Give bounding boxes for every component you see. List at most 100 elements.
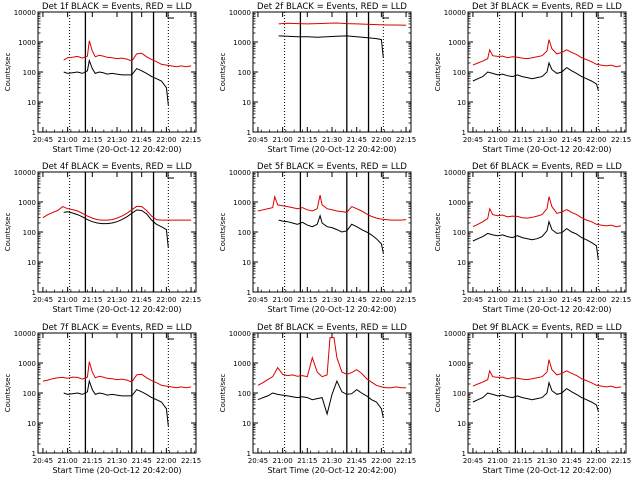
y-tick-label: 10: [457, 259, 466, 267]
plot-frame: [37, 11, 197, 133]
x-tick-label: 20:45: [248, 457, 268, 465]
x-tick-label: 21:30: [107, 136, 127, 144]
marker-lines: [284, 12, 384, 132]
x-tick-label: 21:00: [273, 457, 293, 465]
x-tick-label: 21:00: [273, 296, 293, 304]
y-tick-label: 10: [27, 259, 36, 267]
y-tick-label: 10: [457, 99, 466, 107]
plot-frame: [252, 332, 412, 454]
series-line-events: [257, 379, 384, 418]
x-tick-label: 20:45: [33, 136, 53, 144]
series-line-lld: [472, 39, 622, 68]
x-tick-label: 21:15: [297, 457, 317, 465]
series-group: [42, 205, 192, 248]
x-tick-label: 22:15: [611, 296, 631, 304]
y-tick-label: 1000: [18, 360, 36, 368]
y-tick-label: 1: [247, 450, 251, 458]
x-tick-label: 20:45: [33, 457, 53, 465]
detector-panel-2: Det 2f BLACK = Events, RED = LLD Counts/s…: [219, 2, 416, 154]
x-axis-label: Start Time (20-Oct-12 20:42:00): [267, 466, 396, 475]
x-tick-label: 21:30: [537, 457, 557, 465]
series-group: [257, 337, 407, 418]
y-axis-label: Counts/sec: [4, 374, 12, 413]
y-tick-label: 1000: [448, 199, 466, 207]
detector-panel-6: Det 6f BLACK = Events, RED = LLD Counts/s…: [434, 162, 631, 314]
x-tick-label: 22:15: [611, 136, 631, 144]
series-line-lld: [42, 205, 192, 221]
x-tick-label: 21:45: [562, 136, 582, 144]
y-tick-label: 10000: [229, 169, 251, 177]
corner-marker: [382, 333, 389, 340]
y-tick-label: 10000: [444, 9, 466, 17]
x-tick-label: 21:45: [132, 136, 152, 144]
x-axis-label: Start Time (20-Oct-12 20:42:00): [52, 305, 181, 314]
series-group: [278, 22, 407, 58]
x-tick-label: 22:15: [396, 136, 416, 144]
y-tick-label: 1000: [233, 39, 251, 47]
x-tick-label: 21:45: [132, 296, 152, 304]
detector-panel-3: Det 3f BLACK = Events, RED = LLD Counts/s…: [434, 2, 631, 154]
x-tick-label: 21:30: [322, 136, 342, 144]
marker-lines: [499, 12, 599, 132]
series-line-lld: [472, 196, 622, 228]
series-line-lld: [42, 361, 192, 389]
x-tick-label: 21:15: [297, 136, 317, 144]
corner-marker: [167, 333, 174, 340]
y-tick-label: 100: [453, 390, 466, 398]
x-tick-label: 21:00: [488, 457, 508, 465]
x-tick-label: 21:30: [107, 457, 127, 465]
series-line-lld: [257, 194, 407, 221]
plot-frame: [467, 171, 627, 293]
x-tick-label: 22:15: [181, 457, 201, 465]
x-tick-label: 21:15: [82, 296, 102, 304]
x-tick-label: 21:45: [347, 136, 367, 144]
y-tick-label: 1000: [233, 199, 251, 207]
x-tick-label: 21:15: [512, 136, 532, 144]
x-axis-label: Start Time (20-Oct-12 20:42:00): [267, 305, 396, 314]
y-tick-label: 1000: [448, 39, 466, 47]
y-tick-label: 100: [23, 390, 36, 398]
x-tick-label: 22:00: [586, 296, 606, 304]
y-tick-label: 10: [242, 420, 251, 428]
x-tick-label: 22:15: [181, 136, 201, 144]
x-axis-label: Start Time (20-Oct-12 20:42:00): [267, 145, 396, 154]
x-tick-label: 21:30: [537, 136, 557, 144]
panel-title: Det 9f BLACK = Events, RED = LLD: [472, 323, 622, 333]
x-tick-label: 22:15: [396, 457, 416, 465]
series-group: [472, 39, 622, 91]
y-tick-label: 1: [247, 289, 251, 297]
x-tick-label: 21:00: [58, 457, 78, 465]
detector-panel-5: Det 5f BLACK = Events, RED = LLD Counts/s…: [219, 162, 416, 314]
series-line-lld: [63, 40, 192, 68]
x-tick-label: 21:30: [537, 296, 557, 304]
x-tick-label: 21:00: [58, 296, 78, 304]
marker-lines: [499, 172, 599, 292]
series-group: [63, 40, 192, 105]
x-tick-label: 22:15: [181, 296, 201, 304]
panel-title: Det 6f BLACK = Events, RED = LLD: [472, 162, 622, 172]
x-tick-label: 21:30: [322, 457, 342, 465]
y-axis-label: Counts/sec: [4, 53, 12, 92]
x-tick-label: 21:45: [562, 296, 582, 304]
corner-marker: [167, 172, 174, 179]
y-tick-label: 10000: [444, 330, 466, 338]
panel-title: Det 5f BLACK = Events, RED = LLD: [257, 162, 407, 172]
panel-title: Det 2f BLACK = Events, RED = LLD: [257, 2, 407, 12]
x-tick-label: 21:00: [488, 296, 508, 304]
x-tick-label: 21:15: [82, 136, 102, 144]
x-tick-label: 21:45: [347, 457, 367, 465]
corner-marker: [597, 333, 604, 340]
plot-frame: [252, 11, 412, 133]
panel-title: Det 3f BLACK = Events, RED = LLD: [472, 2, 622, 12]
y-tick-label: 1000: [18, 199, 36, 207]
detector-panel-9: Det 9f BLACK = Events, RED = LLD Counts/s…: [434, 323, 631, 475]
x-tick-label: 22:00: [371, 136, 391, 144]
y-tick-label: 1000: [448, 360, 466, 368]
y-tick-label: 1: [32, 129, 36, 137]
x-tick-label: 21:00: [58, 136, 78, 144]
plot-frame: [37, 171, 197, 293]
y-tick-label: 10000: [444, 169, 466, 177]
y-tick-label: 100: [238, 69, 251, 77]
detector-panel-1: Det 1f BLACK = Events, RED = LLD Counts/s…: [4, 2, 201, 154]
